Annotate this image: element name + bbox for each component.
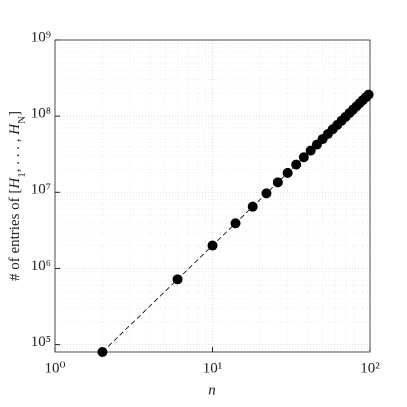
y-axis-label-part: ] xyxy=(7,111,23,116)
data-point xyxy=(97,347,108,357)
data-point xyxy=(282,167,293,178)
x-tick-label: 10⁰ xyxy=(44,360,65,376)
y-axis-label: # of entries of [H1, . . . , HN] xyxy=(7,111,27,281)
x-tick-label: 10¹ xyxy=(203,360,223,376)
y-tick-label: 10⁶ xyxy=(31,258,51,274)
data-point xyxy=(207,240,218,251)
y-tick-label: 10⁹ xyxy=(31,29,51,45)
y-axis-label-part: H xyxy=(7,177,23,190)
data-point xyxy=(261,188,272,199)
x-axis-label: n xyxy=(208,382,216,398)
y-tick-label: 10⁷ xyxy=(31,182,51,198)
data-point xyxy=(272,177,283,188)
data-point xyxy=(305,145,316,156)
data-point xyxy=(298,152,309,163)
data-point xyxy=(172,274,183,285)
x-tick-label: 10² xyxy=(360,360,380,376)
data-point xyxy=(230,218,241,229)
data-point xyxy=(291,159,302,170)
plot-frame xyxy=(54,39,371,353)
y-tick-label: 10⁵ xyxy=(31,334,51,350)
y-axis-label-part: # of entries of [ xyxy=(7,189,23,281)
y-axis-label-part: , . . . , xyxy=(7,135,23,173)
y-axis-label-part: 1 xyxy=(16,172,28,178)
data-point xyxy=(363,89,374,100)
data-point xyxy=(247,201,258,212)
y-axis-label-part: H xyxy=(7,123,23,136)
y-tick-label: 10⁸ xyxy=(31,106,51,122)
y-axis-label-part: N xyxy=(16,116,28,124)
